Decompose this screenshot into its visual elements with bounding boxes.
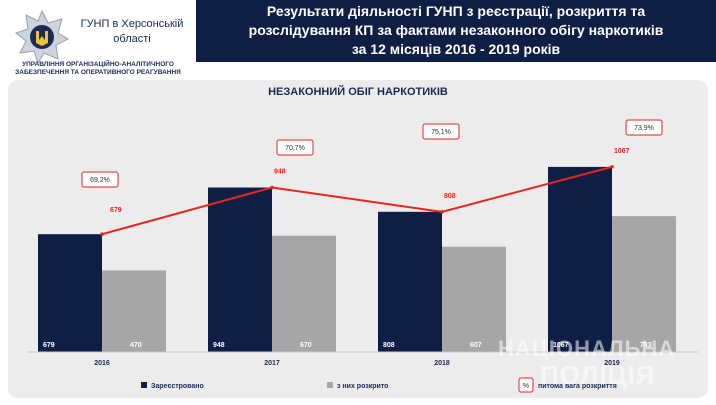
line-point bbox=[100, 232, 104, 236]
department-name: УПРАВЛІННЯ ОРГАНІЗАЦІЙНО-АНАЛІТИЧНОГО ЗА… bbox=[15, 61, 181, 76]
legend-label-percent: питома вага розкриття bbox=[538, 383, 617, 390]
watermark-line1: НАЦІОНАЛЬНА bbox=[498, 336, 676, 361]
x-tick-label: 2019 bbox=[604, 360, 620, 367]
header-title-bar: Результати діяльності ГУНП з реєстрації,… bbox=[196, 0, 716, 62]
bar-label-registered: 679 bbox=[43, 342, 55, 349]
bar-label-registered: 1067 bbox=[553, 342, 569, 349]
line-point-value-label: 808 bbox=[444, 193, 456, 200]
percent-callout-box bbox=[81, 171, 119, 188]
chart: НЕЗАКОННИЙ ОБІГ НАРКОТИКІВ 679 470 948 670 8… bbox=[28, 85, 698, 393]
bar-solved bbox=[272, 235, 336, 352]
bar-label-solved: 670 bbox=[300, 342, 312, 349]
bar-label-registered: 808 bbox=[383, 342, 395, 349]
watermark-line2: ПОЛІЦІЯ bbox=[540, 360, 656, 390]
line-point-value-label: 948 bbox=[274, 169, 286, 176]
legend-label-registered: Зареєстровано bbox=[151, 383, 204, 390]
bar-registered bbox=[38, 234, 102, 352]
line-point bbox=[270, 185, 274, 190]
x-tick-label: 2018 bbox=[434, 360, 450, 367]
bar-registered bbox=[208, 187, 272, 352]
bar-label-registered: 948 bbox=[213, 342, 225, 349]
bar-registered bbox=[378, 211, 442, 352]
percent-callout-box bbox=[625, 119, 663, 136]
percent-callout-box bbox=[276, 139, 314, 156]
bar-solved bbox=[612, 216, 676, 352]
percent-callout-label: 73,9% bbox=[634, 125, 654, 132]
legend-label-solved: з них розкрито bbox=[337, 383, 388, 390]
org-name: ГУНП в Херсонській області bbox=[80, 18, 184, 45]
bar-label-solved: 783 bbox=[640, 342, 652, 349]
percent-callout-label: 75,1% bbox=[431, 129, 451, 136]
bar-solved bbox=[102, 270, 166, 352]
legend-swatch-registered bbox=[141, 382, 147, 388]
line-point-value-label: 679 bbox=[110, 207, 122, 214]
legend-swatch-percent bbox=[518, 377, 534, 393]
x-tick-label: 2016 bbox=[94, 360, 110, 367]
police-star-icon bbox=[14, 9, 70, 65]
bar-solved bbox=[442, 246, 506, 352]
bar-label-solved: 470 bbox=[130, 342, 142, 349]
page-title: Результати діяльності ГУНП з реєстрації,… bbox=[248, 3, 664, 57]
x-tick-label: 2017 bbox=[264, 360, 280, 367]
bar-label-solved: 607 bbox=[470, 342, 482, 349]
percent-callout-label: 70,7% bbox=[285, 145, 305, 152]
line-point-value-label: 1067 bbox=[614, 148, 630, 155]
line-point bbox=[440, 210, 444, 214]
header-left-panel: ГУНП в Херсонській області УПРАВЛІННЯ ОР… bbox=[0, 0, 196, 80]
chart-title: НЕЗАКОННИЙ ОБІГ НАРКОТИКІВ bbox=[268, 85, 448, 98]
legend-swatch-solved bbox=[327, 382, 333, 388]
line-point bbox=[610, 165, 614, 169]
legend-marker-percent: % bbox=[523, 383, 529, 390]
chart-panel: НЕЗАКОННИЙ ОБІГ НАРКОТИКІВ 679 470 948 670 8… bbox=[8, 80, 708, 398]
bar-registered bbox=[548, 166, 612, 352]
percent-callout-box bbox=[422, 123, 460, 140]
percent-callout-label: 69,2% bbox=[90, 177, 110, 184]
line-series-percent bbox=[101, 165, 613, 236]
